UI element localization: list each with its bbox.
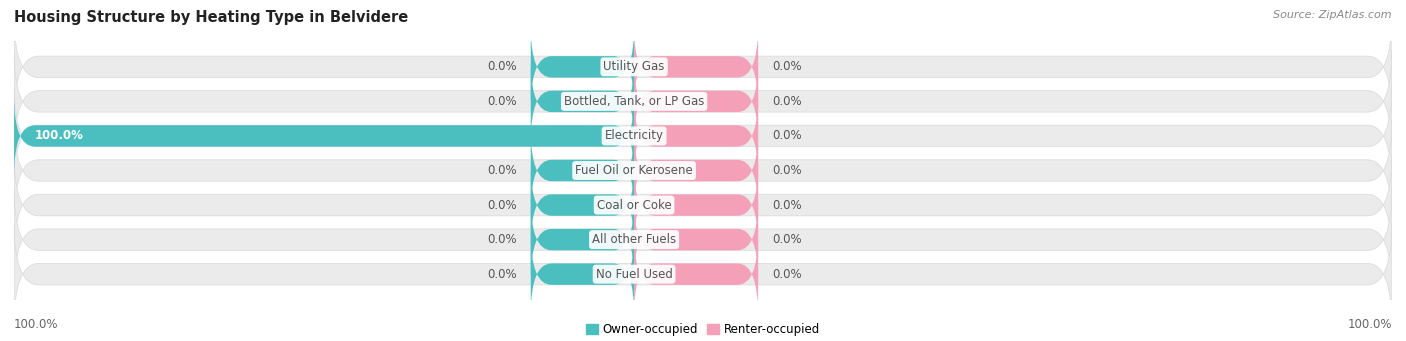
FancyBboxPatch shape — [634, 198, 758, 281]
Text: 0.0%: 0.0% — [772, 95, 801, 108]
Text: No Fuel Used: No Fuel Used — [596, 268, 672, 281]
Text: 0.0%: 0.0% — [772, 60, 801, 73]
Text: 100.0%: 100.0% — [14, 318, 59, 331]
Text: Bottled, Tank, or LP Gas: Bottled, Tank, or LP Gas — [564, 95, 704, 108]
FancyBboxPatch shape — [634, 95, 758, 177]
Text: Utility Gas: Utility Gas — [603, 60, 665, 73]
Text: 0.0%: 0.0% — [488, 268, 517, 281]
Text: 0.0%: 0.0% — [488, 164, 517, 177]
Text: Source: ZipAtlas.com: Source: ZipAtlas.com — [1274, 10, 1392, 20]
Text: 0.0%: 0.0% — [772, 164, 801, 177]
Text: 0.0%: 0.0% — [488, 60, 517, 73]
Text: 100.0%: 100.0% — [35, 130, 83, 143]
FancyBboxPatch shape — [634, 129, 758, 212]
Text: 0.0%: 0.0% — [488, 198, 517, 211]
FancyBboxPatch shape — [14, 95, 634, 177]
FancyBboxPatch shape — [634, 164, 758, 246]
FancyBboxPatch shape — [531, 60, 634, 143]
Text: All other Fuels: All other Fuels — [592, 233, 676, 246]
Text: 0.0%: 0.0% — [772, 130, 801, 143]
FancyBboxPatch shape — [531, 164, 634, 246]
Text: 0.0%: 0.0% — [488, 233, 517, 246]
FancyBboxPatch shape — [531, 26, 634, 108]
FancyBboxPatch shape — [634, 26, 758, 108]
FancyBboxPatch shape — [531, 233, 634, 315]
FancyBboxPatch shape — [14, 15, 1392, 118]
FancyBboxPatch shape — [531, 198, 634, 281]
FancyBboxPatch shape — [531, 129, 634, 212]
Text: 0.0%: 0.0% — [772, 198, 801, 211]
Text: 100.0%: 100.0% — [1347, 318, 1392, 331]
FancyBboxPatch shape — [14, 153, 1392, 256]
FancyBboxPatch shape — [14, 119, 1392, 222]
Text: Housing Structure by Heating Type in Belvidere: Housing Structure by Heating Type in Bel… — [14, 10, 408, 25]
Legend: Owner-occupied, Renter-occupied: Owner-occupied, Renter-occupied — [581, 318, 825, 341]
Text: Electricity: Electricity — [605, 130, 664, 143]
Text: Coal or Coke: Coal or Coke — [596, 198, 672, 211]
FancyBboxPatch shape — [14, 85, 1392, 188]
Text: 0.0%: 0.0% — [772, 268, 801, 281]
Text: Fuel Oil or Kerosene: Fuel Oil or Kerosene — [575, 164, 693, 177]
FancyBboxPatch shape — [14, 50, 1392, 153]
FancyBboxPatch shape — [14, 188, 1392, 291]
Text: 0.0%: 0.0% — [772, 233, 801, 246]
FancyBboxPatch shape — [634, 233, 758, 315]
FancyBboxPatch shape — [14, 223, 1392, 326]
FancyBboxPatch shape — [634, 60, 758, 143]
Text: 0.0%: 0.0% — [488, 95, 517, 108]
